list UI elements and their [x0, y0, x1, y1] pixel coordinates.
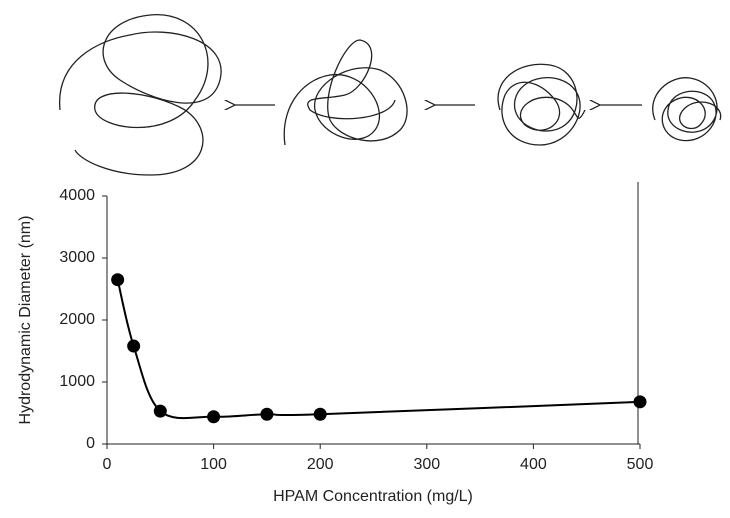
data-point	[633, 395, 647, 409]
x-tick-label: 0	[103, 456, 112, 473]
y-tick-label: 0	[86, 435, 95, 452]
data-point	[207, 410, 221, 424]
data-point	[313, 407, 327, 421]
data-point	[111, 273, 125, 287]
x-tick-label: 200	[307, 456, 334, 473]
y-tick-label: 2000	[59, 311, 95, 328]
y-tick-label: 3000	[59, 249, 95, 266]
x-tick-label: 300	[413, 456, 440, 473]
y-axis-label: Hydrodynamic Diameter (nm)	[17, 216, 34, 425]
data-line	[116, 279, 641, 420]
data-point	[127, 339, 141, 353]
x-tick-label: 100	[200, 456, 227, 473]
x-tick-label: 400	[520, 456, 547, 473]
x-tick-label: 500	[627, 456, 654, 473]
coil-illustrations	[59, 14, 722, 176]
data-point	[260, 407, 274, 421]
data-point	[153, 404, 167, 418]
y-tick-label: 1000	[59, 373, 95, 390]
x-axis-label: HPAM Concentration (mg/L)	[273, 488, 473, 505]
y-tick-label: 4000	[59, 187, 95, 204]
